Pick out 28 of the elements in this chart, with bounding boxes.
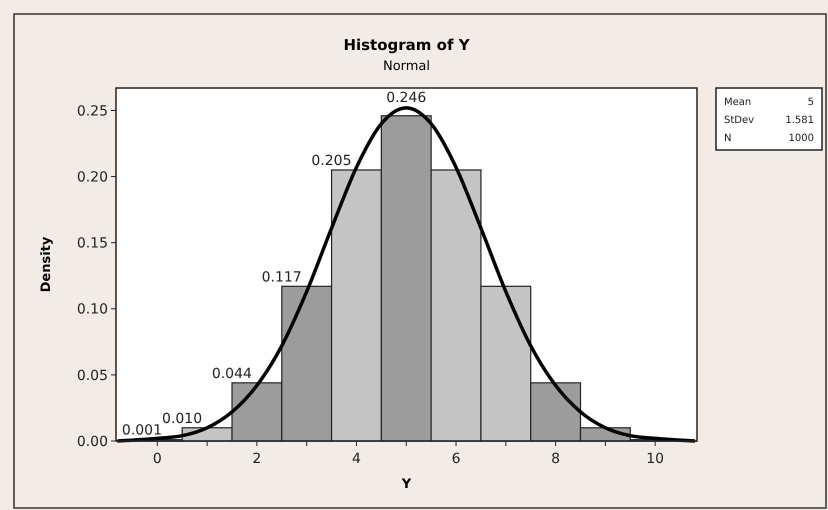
x-tick-label: 6 bbox=[452, 451, 461, 467]
text: 5 bbox=[808, 97, 814, 108]
y-tick-label: 0.10 bbox=[76, 302, 108, 318]
y-axis-title: Density bbox=[39, 236, 54, 292]
text: StDev bbox=[724, 115, 754, 126]
y-tick-label: 0.25 bbox=[76, 103, 108, 120]
y-tick-label: 0.15 bbox=[76, 236, 108, 252]
x-tick-label: 4 bbox=[352, 451, 362, 467]
x-tick-label: 8 bbox=[551, 451, 560, 467]
text: 1.581 bbox=[785, 115, 814, 126]
y-tick-label: 0.00 bbox=[76, 434, 108, 450]
data-label: 0.010 bbox=[162, 410, 202, 427]
chart-title: Histogram of Y bbox=[343, 36, 471, 54]
data-label: 0.001 bbox=[122, 422, 162, 439]
y-tick-label: 0.20 bbox=[76, 169, 108, 186]
x-axis-title: Y bbox=[400, 477, 412, 492]
x-tick-label: 2 bbox=[252, 451, 262, 467]
text: 1000 bbox=[788, 133, 814, 144]
data-label: 0.117 bbox=[262, 269, 302, 286]
text: N bbox=[724, 133, 732, 144]
data-label: 0.205 bbox=[311, 152, 352, 169]
y-tick-label: 0.05 bbox=[76, 368, 108, 384]
text: Mean bbox=[724, 97, 752, 108]
x-tick-label: 10 bbox=[646, 451, 664, 467]
data-label: 0.246 bbox=[386, 90, 426, 106]
data-label: 0.044 bbox=[212, 366, 252, 382]
x-tick-label: 0 bbox=[152, 451, 162, 467]
chart-subtitle: Normal bbox=[382, 59, 430, 74]
